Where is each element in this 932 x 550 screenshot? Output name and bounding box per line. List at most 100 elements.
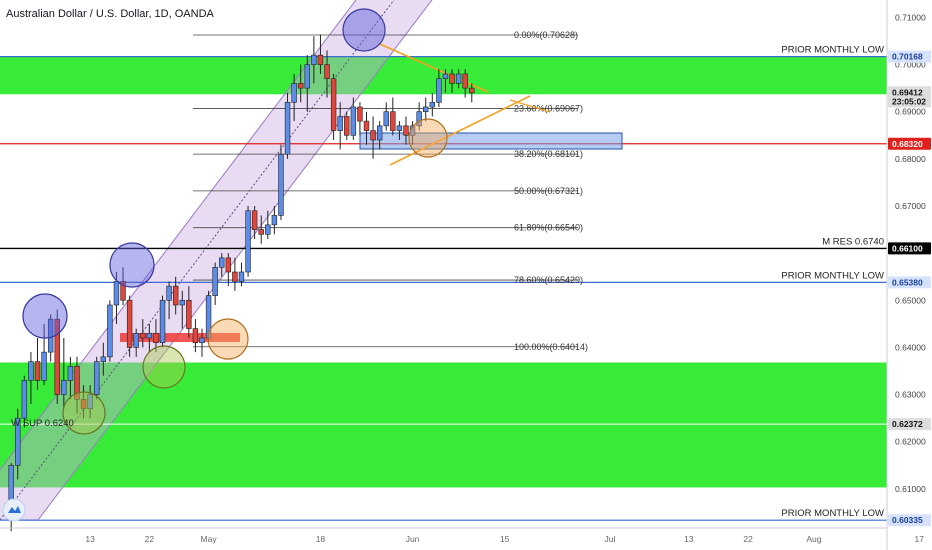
y-tick-2: 0.69000 xyxy=(895,107,926,117)
price-badge-3-text: 0.60335 xyxy=(892,515,923,525)
candle-body-44 xyxy=(297,83,304,89)
y-tick-5: 0.65000 xyxy=(895,295,926,305)
candle-body-49 xyxy=(330,78,337,131)
level-label-2: PRIOR MONTHLY LOW xyxy=(781,270,884,281)
candle-body-70 xyxy=(469,87,475,94)
candle-body-21 xyxy=(146,332,153,339)
candle-body-69 xyxy=(462,73,468,89)
fib-label-2: 38.20%(0.68101) xyxy=(514,149,583,159)
price-badge-1-text: 0.66100 xyxy=(892,243,923,253)
x-tick-1: 22 xyxy=(145,534,155,544)
x-tick-2: May xyxy=(201,534,218,544)
circle-orange-2 xyxy=(408,118,448,158)
y-tick-3: 0.68000 xyxy=(895,154,926,164)
candle-body-29 xyxy=(199,337,205,344)
candle-body-60 xyxy=(403,125,409,136)
price-badge-1-bg xyxy=(888,242,931,255)
candle-body-58 xyxy=(390,111,396,131)
candle-body-59 xyxy=(396,125,403,131)
support-bar xyxy=(120,333,240,342)
triangle-lower-line xyxy=(389,95,531,166)
candle-body-56 xyxy=(376,125,383,141)
circle-low xyxy=(22,293,68,339)
candle-body-42 xyxy=(284,101,291,155)
triangle-breakout-line xyxy=(509,99,551,113)
tradingview-logo-mark xyxy=(8,506,21,513)
x-tick-10: 17 xyxy=(914,534,924,544)
candle-body-66 xyxy=(442,73,449,80)
candle-body-48 xyxy=(324,64,330,80)
candle-body-32 xyxy=(219,257,225,268)
price-badge-0-bg xyxy=(888,50,931,63)
candle-body-16 xyxy=(113,281,120,306)
x-tick-0: 13 xyxy=(85,534,95,544)
current-price-badge-0-text: 0.69412 xyxy=(892,87,923,97)
candle-body-20 xyxy=(140,332,146,339)
candle-body-23 xyxy=(159,299,166,344)
current-price-badge-1-text: 23:05:02 xyxy=(892,96,926,106)
candle-body-28 xyxy=(192,328,199,344)
current-price-badge-1-bg xyxy=(888,95,931,108)
candle-body-5 xyxy=(41,351,47,381)
candle-body-33 xyxy=(225,257,232,273)
candle-body-14 xyxy=(100,356,107,362)
price-badge-3-bg xyxy=(888,514,931,527)
candle-body-50 xyxy=(337,116,343,131)
candle-body-52 xyxy=(350,106,357,136)
candle-body-13 xyxy=(94,361,100,395)
price-badge-4-text: 0.68320 xyxy=(892,139,923,149)
y-tick-0: 0.71000 xyxy=(895,12,926,22)
candle-body-31 xyxy=(212,266,218,296)
candle-body-9 xyxy=(67,365,74,381)
candle-body-36 xyxy=(245,210,251,273)
candle-body-55 xyxy=(370,130,376,141)
y-tick-8: 0.62000 xyxy=(895,437,926,447)
circle-mid xyxy=(109,242,155,288)
x-tick-6: Jul xyxy=(605,534,616,544)
fib-label-5: 78.60%(0.65429) xyxy=(514,275,583,285)
candle-body-51 xyxy=(344,116,350,136)
candle-body-8 xyxy=(61,380,67,395)
level-label-0: PRIOR MONTHLY LOW xyxy=(781,45,884,56)
circle-orange-1 xyxy=(207,318,249,360)
candle-body-12 xyxy=(87,394,93,410)
x-tick-7: 13 xyxy=(684,534,694,544)
candle-body-37 xyxy=(251,210,258,230)
current-price-badge-0-bg xyxy=(888,86,931,99)
candle-body-24 xyxy=(166,285,172,301)
x-tick-5: 15 xyxy=(500,534,510,544)
candle-body-65 xyxy=(436,78,442,103)
x-tick-8: 22 xyxy=(743,534,753,544)
candle-body-41 xyxy=(278,153,284,216)
price-badge-0-text: 0.70168 xyxy=(892,52,923,62)
candle-body-34 xyxy=(232,271,238,282)
fib-label-6: 100.00%(0.64014) xyxy=(514,342,588,352)
candle-body-68 xyxy=(455,73,462,84)
price-badge-5-bg xyxy=(888,418,931,431)
candle-body-46 xyxy=(311,54,317,65)
candle-body-22 xyxy=(153,332,159,344)
circle-green-2 xyxy=(62,391,106,435)
candle-body-39 xyxy=(265,224,271,235)
candle-body-1 xyxy=(15,417,21,466)
y-tick-7: 0.63000 xyxy=(895,390,926,400)
candle-body-2 xyxy=(21,380,28,419)
resistance-box xyxy=(359,132,623,150)
candle-body-47 xyxy=(317,54,324,65)
circle-green-1 xyxy=(142,345,186,389)
level-label-3: PRIOR MONTHLY LOW xyxy=(781,508,884,519)
support-zone-1 xyxy=(0,362,887,488)
candle-body-67 xyxy=(449,73,455,84)
candle-body-15 xyxy=(107,304,113,358)
candle-body-53 xyxy=(357,106,363,122)
candle-body-63 xyxy=(423,106,429,113)
candle-body-38 xyxy=(258,229,264,235)
fib-label-3: 50.00%(0.67321) xyxy=(514,186,583,196)
y-tick-1: 0.70000 xyxy=(895,60,926,70)
candle-body-26 xyxy=(179,299,185,306)
chart-title: Australian Dollar / U.S. Dollar, 1D, OAN… xyxy=(6,8,214,20)
price-badge-2-bg xyxy=(888,276,931,289)
fib-label-4: 61.80%(0.66540) xyxy=(514,223,583,233)
